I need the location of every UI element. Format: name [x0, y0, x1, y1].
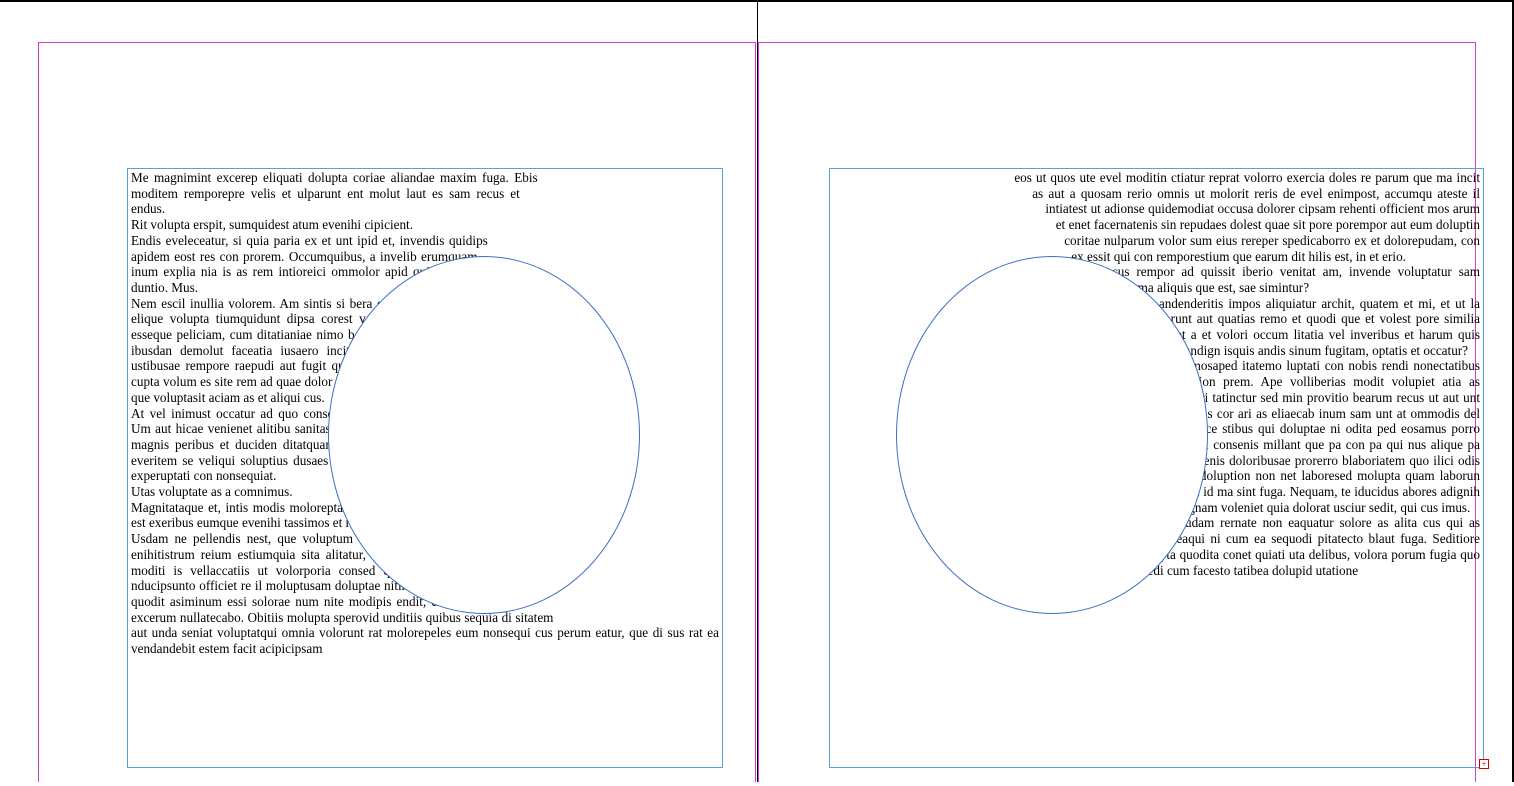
- ellipse-wrap-object-right[interactable]: [896, 256, 1208, 614]
- margin-guide-bottom-mask: [36, 782, 1478, 786]
- ellipse-wrap-object-left[interactable]: [328, 256, 640, 614]
- dtp-spread-canvas: Me magnimint excerep eliquati dolupta co…: [0, 0, 1514, 782]
- overset-text-indicator[interactable]: [1479, 759, 1489, 769]
